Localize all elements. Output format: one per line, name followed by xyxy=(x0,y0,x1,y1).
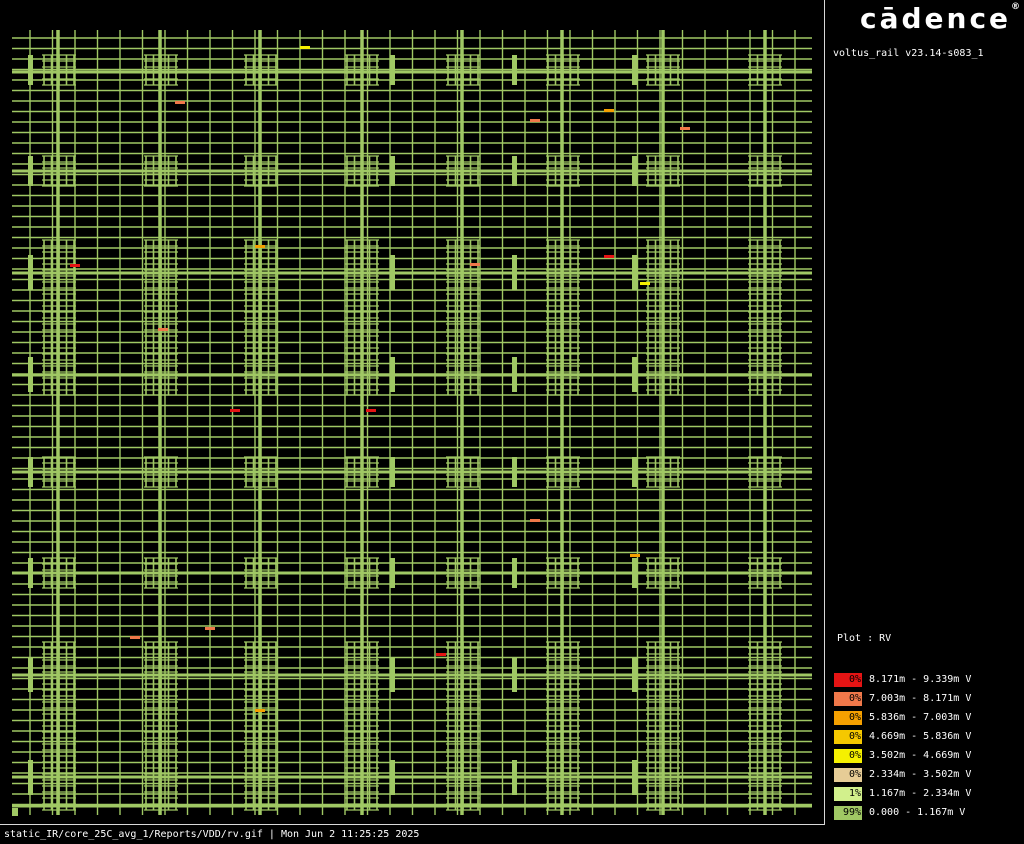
legend-range: 0.000 - 1.167m V xyxy=(869,807,966,818)
legend-row: 1% 1.167m - 2.334m V xyxy=(834,784,1024,803)
legend-swatch: 0% xyxy=(834,710,862,725)
legend-row: 0% 7.003m - 8.171m V xyxy=(834,689,1024,708)
registered-mark: ® xyxy=(1011,2,1021,12)
legend-swatch: 0% xyxy=(834,729,862,744)
logo-text: cādence xyxy=(860,2,1012,35)
cadence-logo: cādence® xyxy=(860,2,1020,35)
color-legend: 0% 8.171m - 9.339m V 0% 7.003m - 8.171m V 0%… xyxy=(834,670,1024,822)
legend-swatch: 0% xyxy=(834,672,862,687)
legend-swatch: 1% xyxy=(834,786,862,801)
legend-range: 2.334m - 3.502m V xyxy=(869,769,972,780)
ir-drop-plot[interactable] xyxy=(0,0,825,825)
legend-range: 1.167m - 2.334m V xyxy=(869,788,972,799)
legend-swatch: 0% xyxy=(834,767,862,782)
legend-row: 0% 8.171m - 9.339m V xyxy=(834,670,1024,689)
legend-row: 0% 2.334m - 3.502m V xyxy=(834,765,1024,784)
power-grid-map xyxy=(12,30,812,816)
legend-swatch: 99% xyxy=(834,805,862,820)
legend-swatch: 0% xyxy=(834,748,862,763)
side-panel: cādence® voltus_rail v23.14-s083_1 Plot … xyxy=(826,0,1024,825)
legend-row: 0% 4.669m - 5.836m V xyxy=(834,727,1024,746)
legend-swatch: 0% xyxy=(834,691,862,706)
legend-range: 5.836m - 7.003m V xyxy=(869,712,972,723)
legend-range: 3.502m - 4.669m V xyxy=(869,750,972,761)
tool-version: voltus_rail v23.14-s083_1 xyxy=(833,48,984,59)
legend-range: 4.669m - 5.836m V xyxy=(869,731,972,742)
legend-row: 0% 3.502m - 4.669m V xyxy=(834,746,1024,765)
legend-row: 0% 5.836m - 7.003m V xyxy=(834,708,1024,727)
status-bar: static_IR/core_25C_avg_1/Reports/VDD/rv.… xyxy=(0,825,1024,844)
legend-range: 7.003m - 8.171m V xyxy=(869,693,972,704)
legend-row: 99% 0.000 - 1.167m V xyxy=(834,803,1024,822)
legend-range: 8.171m - 9.339m V xyxy=(869,674,972,685)
plot-label: Plot : RV xyxy=(837,633,892,644)
